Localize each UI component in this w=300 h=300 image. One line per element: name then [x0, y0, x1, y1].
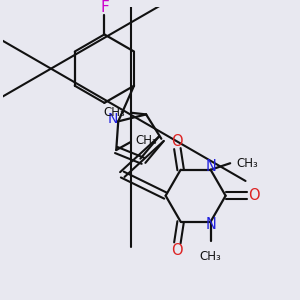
Text: N: N: [205, 218, 216, 232]
Text: F: F: [100, 0, 109, 15]
Text: O: O: [248, 188, 260, 203]
Text: N: N: [205, 159, 216, 174]
Text: CH₃: CH₃: [237, 157, 258, 170]
Text: O: O: [172, 134, 183, 149]
Text: O: O: [172, 242, 183, 257]
Text: CH₃: CH₃: [136, 134, 158, 147]
Text: CH₃: CH₃: [200, 250, 221, 263]
Text: CH₃: CH₃: [104, 106, 126, 119]
Text: N: N: [107, 112, 118, 126]
